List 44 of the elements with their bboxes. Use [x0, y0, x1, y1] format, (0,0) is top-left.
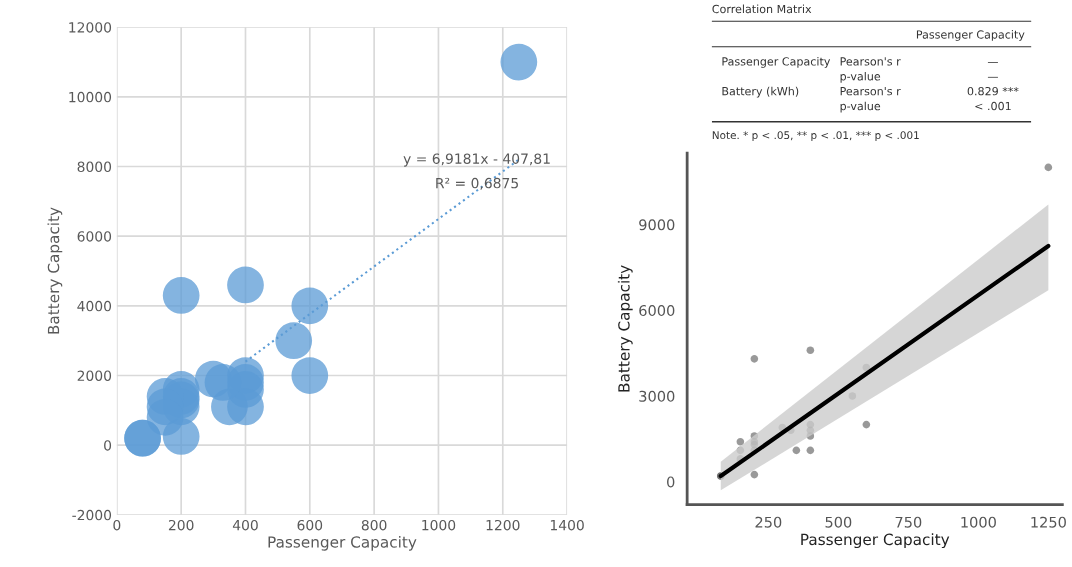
y-tick-label: 0 [667, 476, 675, 488]
y-tick-label: 9000 [639, 219, 675, 231]
y-tick-label: 6000 [77, 231, 112, 242]
x-tick-label: 750 [895, 516, 922, 528]
x-tick-label: 500 [825, 516, 852, 528]
y-tick-label: 10000 [69, 91, 112, 103]
text: — [987, 62, 998, 63]
y-tick-label: 4000 [77, 300, 112, 312]
y-tick-label: 8000 [77, 161, 112, 173]
text: Correlation Matrix [712, 4, 812, 14]
y-axis-title: Battery Capacity [47, 207, 63, 334]
y-tick-label: 3000 [639, 390, 675, 402]
y-tick-label: 2000 [77, 370, 112, 381]
x-tick-label: 1200 [486, 519, 520, 531]
x-tick-label: 0 [113, 519, 121, 531]
text: — [987, 76, 998, 78]
x-tick-label: 600 [297, 519, 323, 531]
annotation: R² = 0,6875 [436, 177, 518, 190]
x-tick-label: 200 [168, 519, 194, 531]
y-tick-label: 6000 [639, 305, 675, 317]
text: p-value [840, 71, 881, 83]
y-tick-label: 12000 [69, 22, 112, 33]
text: Pearson's r [840, 87, 901, 96]
text: Note. * p < .05, ** p < .01, *** p < .001 [712, 131, 919, 142]
y-axis-title: Battery Capacity [617, 265, 633, 392]
x-tick-label: 1250 [1031, 516, 1066, 528]
x-tick-label: 1000 [961, 516, 996, 528]
y-tick-label: -2000 [72, 509, 112, 521]
x-tick-label: 800 [361, 519, 387, 531]
text: Passenger Capacity [722, 56, 831, 68]
text: 0.829 *** [967, 86, 1019, 96]
text: Pearson's r [840, 57, 901, 66]
x-tick-label: 1400 [550, 519, 584, 531]
annotation: y = 6,9181x - 407,81 [403, 153, 550, 167]
x-axis-title: Passenger Capacity [801, 533, 950, 549]
y-tick-label: 0 [104, 440, 112, 451]
x-tick-label: 400 [232, 519, 258, 531]
x-tick-label: 1000 [422, 519, 456, 531]
x-axis-title: Passenger Capacity [268, 535, 417, 551]
text: < .001 [975, 101, 1011, 111]
text: Battery (kWh) [722, 86, 799, 98]
text: Passenger Capacity [916, 30, 1025, 41]
text: p-value [840, 101, 881, 113]
x-tick-label: 250 [755, 516, 782, 528]
